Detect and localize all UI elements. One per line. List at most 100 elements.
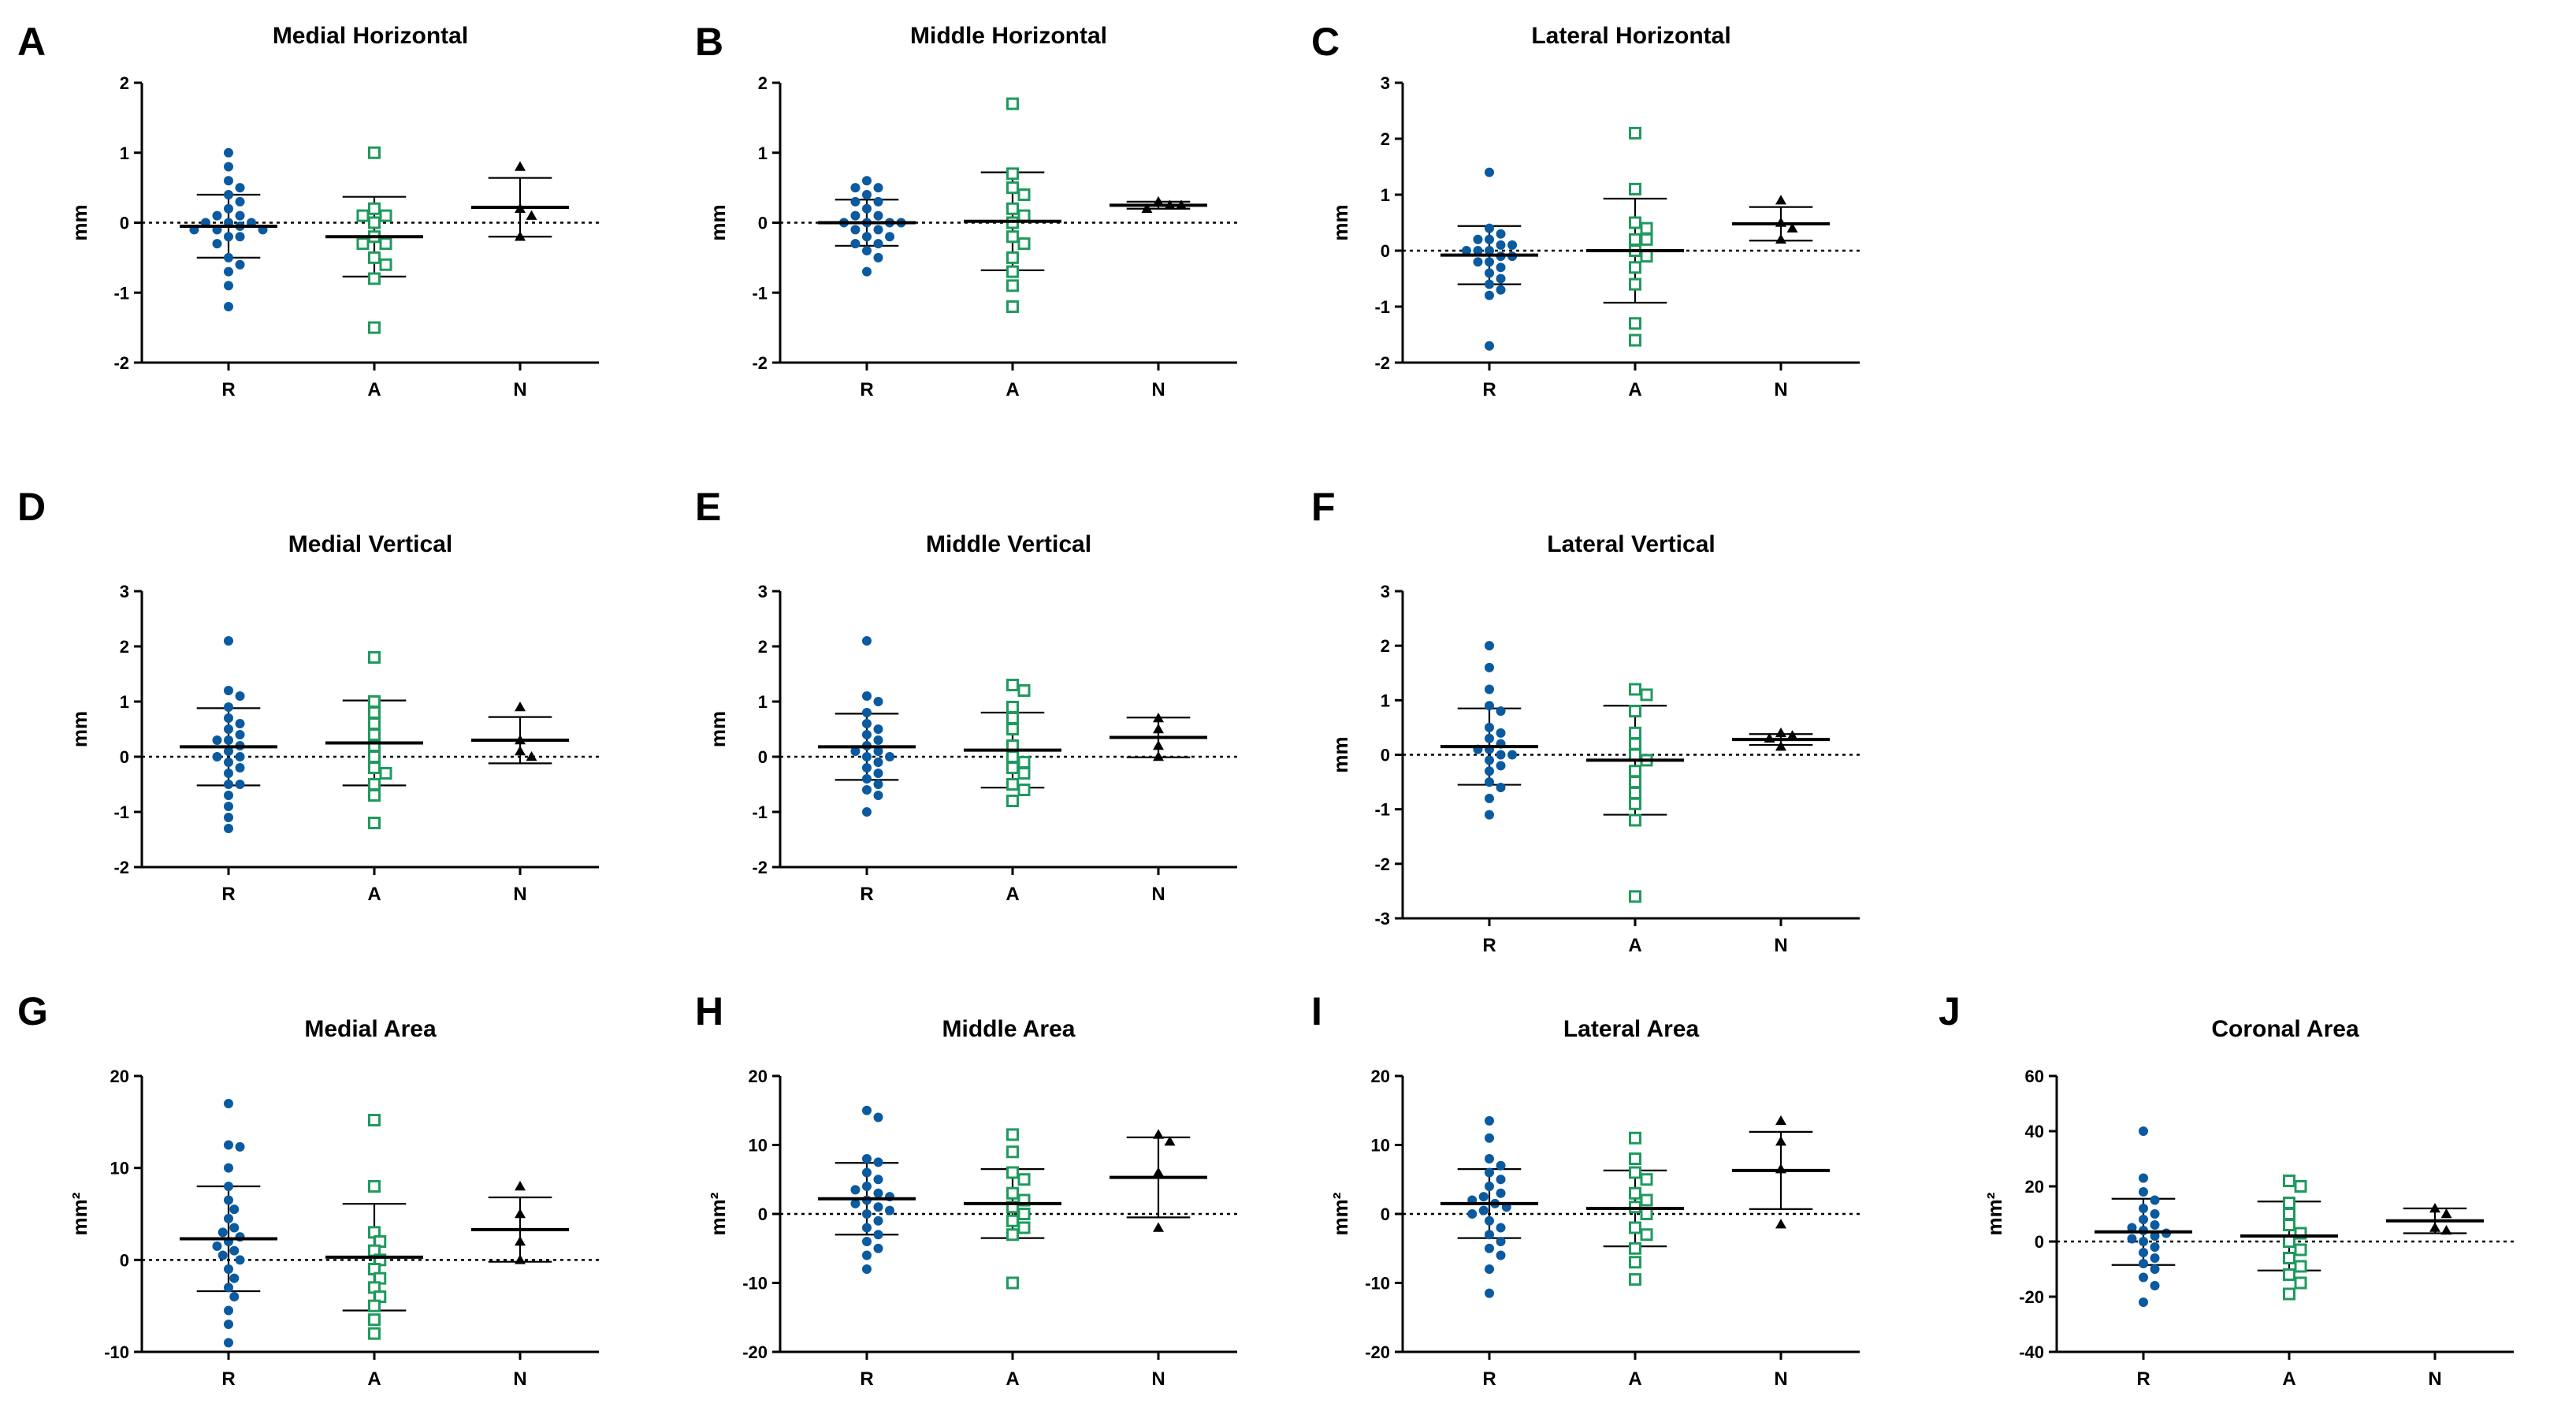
panel-title: Lateral Horizontal — [1531, 23, 1730, 49]
data-point — [1485, 766, 1494, 776]
data-point — [1006, 1214, 1019, 1227]
data-point — [235, 752, 245, 761]
data-point — [873, 196, 883, 207]
y-tick-label: 2 — [1381, 636, 1390, 656]
data-point — [1473, 246, 1483, 255]
data-point — [1640, 1208, 1653, 1220]
data-point — [1006, 279, 1019, 292]
data-point — [1017, 756, 1031, 769]
data-point — [224, 1283, 233, 1293]
data-point — [850, 210, 861, 221]
data-point — [1485, 733, 1494, 743]
data-point — [212, 210, 222, 221]
panel-letter: B — [695, 20, 723, 64]
data-point — [1775, 233, 1786, 244]
data-point — [1485, 1167, 1494, 1178]
y-tick-label: 10 — [749, 1136, 768, 1156]
data-point — [1153, 724, 1164, 734]
data-point — [1496, 229, 1506, 239]
y-axis-label: mm — [1329, 204, 1352, 240]
data-point — [1640, 250, 1653, 263]
data-point — [1164, 1136, 1176, 1146]
y-tick-label: -10 — [104, 1342, 129, 1362]
data-point — [1006, 202, 1019, 215]
panel-e: E Middle Vertical 3 2 1 0 -1 -2 mm R A N — [695, 485, 1237, 905]
data-point — [862, 719, 872, 728]
data-point — [1006, 1276, 1019, 1290]
data-point — [224, 1182, 233, 1191]
data-point — [515, 702, 526, 712]
series-R — [180, 147, 277, 311]
panel-a: A Medial Horizontal 2 1 0 -1 -2 mm R A N — [17, 20, 599, 400]
data-point — [224, 746, 233, 756]
data-point — [1485, 1243, 1494, 1253]
data-point — [862, 176, 872, 186]
data-point — [1629, 765, 1641, 778]
data-point — [229, 1223, 240, 1233]
data-point — [850, 225, 861, 235]
data-point — [1640, 233, 1653, 246]
y-axis-label: mm² — [1329, 1192, 1352, 1235]
data-point — [224, 232, 233, 242]
data-point — [1006, 251, 1019, 264]
data-point — [2139, 1187, 2148, 1197]
data-point — [229, 1245, 240, 1256]
y-tick-label: 0 — [120, 214, 129, 233]
data-point — [885, 1205, 895, 1216]
data-point — [1485, 1230, 1494, 1240]
x-tick-label: R — [860, 379, 873, 400]
data-point — [515, 231, 526, 241]
data-point — [235, 1141, 245, 1152]
series-A — [964, 1128, 1061, 1290]
x-tick-label: N — [513, 1368, 526, 1390]
data-point — [2150, 1281, 2160, 1290]
data-point — [368, 1299, 381, 1312]
data-point — [224, 1099, 233, 1108]
data-point — [1496, 1237, 1506, 1246]
y-tick-label: 3 — [1381, 73, 1390, 93]
series-A — [964, 97, 1061, 313]
series-A — [1586, 126, 1684, 347]
series-A — [325, 146, 423, 334]
data-point — [1485, 1154, 1494, 1163]
data-point — [873, 758, 883, 767]
data-point — [862, 636, 872, 646]
data-point — [1775, 1115, 1786, 1126]
data-point — [1775, 727, 1786, 738]
data-point — [1485, 1182, 1494, 1191]
data-point — [224, 266, 233, 277]
data-point — [1629, 1186, 1641, 1200]
panel-title: Coronal Area — [2211, 1016, 2359, 1042]
y-tick-label: 3 — [758, 582, 768, 601]
y-tick-label: -2 — [113, 858, 129, 877]
data-point — [1485, 684, 1494, 694]
data-point — [1485, 279, 1494, 289]
x-tick-label: A — [367, 379, 381, 400]
y-axis-label: mm — [68, 204, 91, 240]
data-point — [1496, 1223, 1506, 1233]
panel-letter: E — [695, 485, 721, 529]
x-tick-label: R — [1482, 935, 1496, 956]
data-point — [2139, 1204, 2148, 1213]
data-point — [217, 1250, 228, 1260]
data-point — [2150, 1264, 2160, 1274]
series-R — [2095, 1126, 2192, 1307]
data-point — [2139, 1215, 2148, 1224]
data-point — [1485, 755, 1494, 765]
y-tick-label: -1 — [752, 802, 768, 822]
y-tick-label: -1 — [1374, 297, 1390, 317]
x-tick-label: R — [860, 884, 873, 905]
data-point — [1629, 1152, 1641, 1165]
data-point — [224, 769, 233, 778]
x-tick-label: R — [221, 884, 235, 905]
data-point — [2127, 1223, 2137, 1233]
y-axis-label: mm² — [706, 1192, 730, 1235]
data-point — [850, 239, 861, 249]
data-point — [368, 761, 381, 774]
data-point — [1496, 761, 1506, 771]
x-tick-label: N — [1151, 379, 1165, 400]
y-tick-label: 0 — [1381, 746, 1390, 765]
data-point — [862, 708, 872, 717]
data-point — [1496, 1160, 1506, 1171]
y-tick-label: -2 — [1374, 353, 1390, 373]
